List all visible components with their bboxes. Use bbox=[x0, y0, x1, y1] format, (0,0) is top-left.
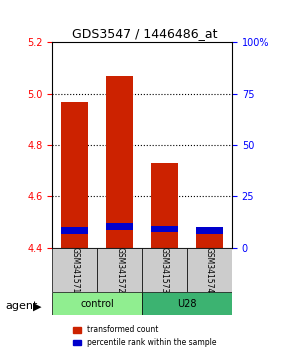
Bar bbox=[61, 227, 88, 234]
Bar bbox=[196, 230, 223, 248]
Text: agent: agent bbox=[6, 301, 38, 311]
Bar bbox=[106, 223, 133, 230]
Bar bbox=[151, 226, 178, 233]
Text: GSM341571: GSM341571 bbox=[70, 247, 79, 293]
FancyBboxPatch shape bbox=[52, 248, 97, 292]
Text: GSM341574: GSM341574 bbox=[205, 247, 214, 293]
Bar bbox=[106, 76, 133, 248]
FancyBboxPatch shape bbox=[187, 248, 232, 292]
FancyBboxPatch shape bbox=[142, 292, 232, 315]
Text: GSM341572: GSM341572 bbox=[115, 247, 124, 293]
FancyBboxPatch shape bbox=[97, 248, 142, 292]
Bar bbox=[151, 163, 178, 248]
Bar bbox=[196, 227, 223, 234]
FancyBboxPatch shape bbox=[142, 248, 187, 292]
Legend: transformed count, percentile rank within the sample: transformed count, percentile rank withi… bbox=[70, 322, 220, 350]
FancyBboxPatch shape bbox=[52, 292, 142, 315]
Text: control: control bbox=[80, 298, 114, 309]
Bar bbox=[61, 102, 88, 248]
Text: GDS3547 / 1446486_at: GDS3547 / 1446486_at bbox=[72, 27, 218, 40]
Text: GSM341573: GSM341573 bbox=[160, 247, 169, 293]
Text: U28: U28 bbox=[177, 298, 197, 309]
Text: ▶: ▶ bbox=[33, 301, 42, 311]
